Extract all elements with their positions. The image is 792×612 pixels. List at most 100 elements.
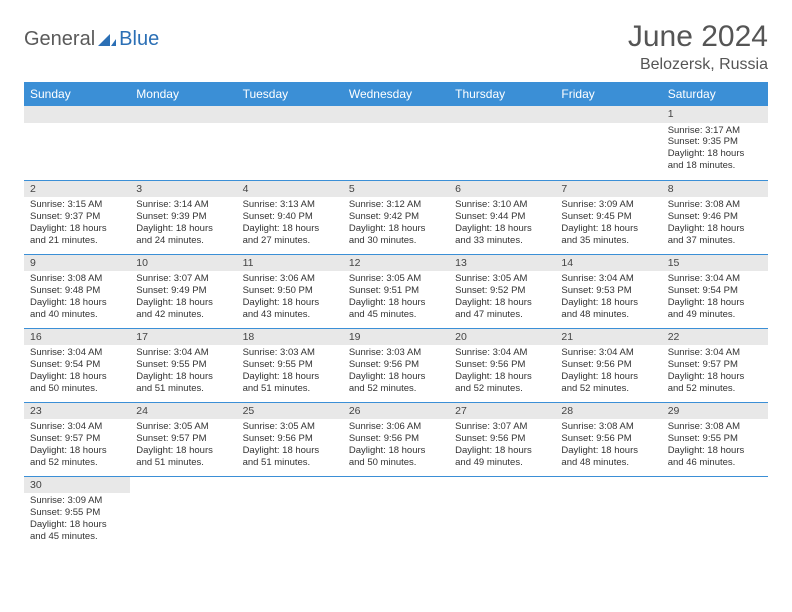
sunrise-text: Sunrise: 3:09 AM — [30, 495, 124, 507]
day-number: 3 — [130, 181, 236, 198]
sunset-text: Sunset: 9:56 PM — [561, 359, 655, 371]
sunset-text: Sunset: 9:46 PM — [668, 211, 762, 223]
daylight-text-2: and 52 minutes. — [668, 383, 762, 395]
sunset-text: Sunset: 9:55 PM — [243, 359, 337, 371]
calendar-week-row: 30Sunrise: 3:09 AMSunset: 9:55 PMDayligh… — [24, 476, 768, 550]
calendar-table: Sunday Monday Tuesday Wednesday Thursday… — [24, 82, 768, 550]
day-number: 22 — [662, 329, 768, 346]
day-details: Sunrise: 3:05 AMSunset: 9:56 PMDaylight:… — [237, 419, 343, 473]
weekday-header: Monday — [130, 82, 236, 106]
day-number-empty — [24, 106, 130, 123]
logo: General Blue — [24, 28, 159, 51]
day-number: 8 — [662, 181, 768, 198]
calendar-day-cell — [130, 106, 236, 180]
sunset-text: Sunset: 9:35 PM — [668, 136, 762, 148]
day-details: Sunrise: 3:05 AMSunset: 9:52 PMDaylight:… — [449, 271, 555, 325]
day-number: 7 — [555, 181, 661, 198]
daylight-text: Daylight: 18 hours — [561, 297, 655, 309]
day-number: 6 — [449, 181, 555, 198]
calendar-day-cell: 2Sunrise: 3:15 AMSunset: 9:37 PMDaylight… — [24, 180, 130, 254]
weekday-header: Saturday — [662, 82, 768, 106]
sunrise-text: Sunrise: 3:05 AM — [243, 421, 337, 433]
sunset-text: Sunset: 9:56 PM — [455, 359, 549, 371]
day-details: Sunrise: 3:09 AMSunset: 9:45 PMDaylight:… — [555, 197, 661, 251]
day-details: Sunrise: 3:04 AMSunset: 9:56 PMDaylight:… — [555, 345, 661, 399]
daylight-text-2: and 52 minutes. — [349, 383, 443, 395]
daylight-text: Daylight: 18 hours — [455, 445, 549, 457]
day-number: 11 — [237, 255, 343, 272]
sunset-text: Sunset: 9:54 PM — [30, 359, 124, 371]
day-details: Sunrise: 3:12 AMSunset: 9:42 PMDaylight:… — [343, 197, 449, 251]
daylight-text-2: and 45 minutes. — [30, 531, 124, 543]
day-number: 16 — [24, 329, 130, 346]
daylight-text: Daylight: 18 hours — [349, 223, 443, 235]
daylight-text-2: and 50 minutes. — [349, 457, 443, 469]
calendar-day-cell: 4Sunrise: 3:13 AMSunset: 9:40 PMDaylight… — [237, 180, 343, 254]
daylight-text: Daylight: 18 hours — [136, 445, 230, 457]
sunset-text: Sunset: 9:56 PM — [455, 433, 549, 445]
day-number-empty — [237, 106, 343, 123]
daylight-text: Daylight: 18 hours — [349, 297, 443, 309]
calendar-week-row: 9Sunrise: 3:08 AMSunset: 9:48 PMDaylight… — [24, 254, 768, 328]
sunrise-text: Sunrise: 3:07 AM — [136, 273, 230, 285]
daylight-text: Daylight: 18 hours — [455, 297, 549, 309]
day-details: Sunrise: 3:08 AMSunset: 9:56 PMDaylight:… — [555, 419, 661, 473]
day-number: 27 — [449, 403, 555, 420]
daylight-text: Daylight: 18 hours — [668, 297, 762, 309]
day-details: Sunrise: 3:08 AMSunset: 9:55 PMDaylight:… — [662, 419, 768, 473]
sunset-text: Sunset: 9:55 PM — [30, 507, 124, 519]
sunset-text: Sunset: 9:45 PM — [561, 211, 655, 223]
day-number: 14 — [555, 255, 661, 272]
weekday-header: Thursday — [449, 82, 555, 106]
day-details: Sunrise: 3:09 AMSunset: 9:55 PMDaylight:… — [24, 493, 130, 547]
sunrise-text: Sunrise: 3:04 AM — [30, 347, 124, 359]
calendar-day-cell: 24Sunrise: 3:05 AMSunset: 9:57 PMDayligh… — [130, 402, 236, 476]
sunrise-text: Sunrise: 3:14 AM — [136, 199, 230, 211]
sunset-text: Sunset: 9:52 PM — [455, 285, 549, 297]
calendar-day-cell — [449, 476, 555, 550]
day-number: 26 — [343, 403, 449, 420]
calendar-day-cell: 8Sunrise: 3:08 AMSunset: 9:46 PMDaylight… — [662, 180, 768, 254]
daylight-text-2: and 50 minutes. — [30, 383, 124, 395]
calendar-day-cell: 22Sunrise: 3:04 AMSunset: 9:57 PMDayligh… — [662, 328, 768, 402]
day-details: Sunrise: 3:03 AMSunset: 9:56 PMDaylight:… — [343, 345, 449, 399]
calendar-day-cell: 21Sunrise: 3:04 AMSunset: 9:56 PMDayligh… — [555, 328, 661, 402]
day-details: Sunrise: 3:10 AMSunset: 9:44 PMDaylight:… — [449, 197, 555, 251]
sunrise-text: Sunrise: 3:04 AM — [561, 273, 655, 285]
sunset-text: Sunset: 9:56 PM — [561, 433, 655, 445]
day-details: Sunrise: 3:03 AMSunset: 9:55 PMDaylight:… — [237, 345, 343, 399]
day-number: 9 — [24, 255, 130, 272]
sunrise-text: Sunrise: 3:04 AM — [455, 347, 549, 359]
sunset-text: Sunset: 9:54 PM — [668, 285, 762, 297]
calendar-day-cell: 3Sunrise: 3:14 AMSunset: 9:39 PMDaylight… — [130, 180, 236, 254]
daylight-text-2: and 30 minutes. — [349, 235, 443, 247]
day-details: Sunrise: 3:04 AMSunset: 9:53 PMDaylight:… — [555, 271, 661, 325]
day-details: Sunrise: 3:06 AMSunset: 9:50 PMDaylight:… — [237, 271, 343, 325]
weekday-header: Tuesday — [237, 82, 343, 106]
daylight-text: Daylight: 18 hours — [243, 297, 337, 309]
logo-text-general: General — [24, 28, 95, 51]
day-details: Sunrise: 3:04 AMSunset: 9:55 PMDaylight:… — [130, 345, 236, 399]
sunrise-text: Sunrise: 3:03 AM — [243, 347, 337, 359]
daylight-text-2: and 47 minutes. — [455, 309, 549, 321]
sunset-text: Sunset: 9:37 PM — [30, 211, 124, 223]
day-number: 15 — [662, 255, 768, 272]
sunrise-text: Sunrise: 3:08 AM — [30, 273, 124, 285]
calendar-day-cell — [237, 476, 343, 550]
sunset-text: Sunset: 9:56 PM — [349, 433, 443, 445]
sunrise-text: Sunrise: 3:17 AM — [668, 125, 762, 137]
daylight-text-2: and 52 minutes. — [561, 383, 655, 395]
daylight-text: Daylight: 18 hours — [30, 371, 124, 383]
daylight-text-2: and 51 minutes. — [243, 457, 337, 469]
sunrise-text: Sunrise: 3:05 AM — [136, 421, 230, 433]
daylight-text-2: and 42 minutes. — [136, 309, 230, 321]
day-details: Sunrise: 3:04 AMSunset: 9:56 PMDaylight:… — [449, 345, 555, 399]
day-details: Sunrise: 3:08 AMSunset: 9:46 PMDaylight:… — [662, 197, 768, 251]
day-number: 4 — [237, 181, 343, 198]
calendar-day-cell: 27Sunrise: 3:07 AMSunset: 9:56 PMDayligh… — [449, 402, 555, 476]
calendar-day-cell — [24, 106, 130, 180]
calendar-day-cell: 15Sunrise: 3:04 AMSunset: 9:54 PMDayligh… — [662, 254, 768, 328]
daylight-text: Daylight: 18 hours — [30, 297, 124, 309]
sunset-text: Sunset: 9:39 PM — [136, 211, 230, 223]
month-title: June 2024 — [628, 20, 768, 54]
